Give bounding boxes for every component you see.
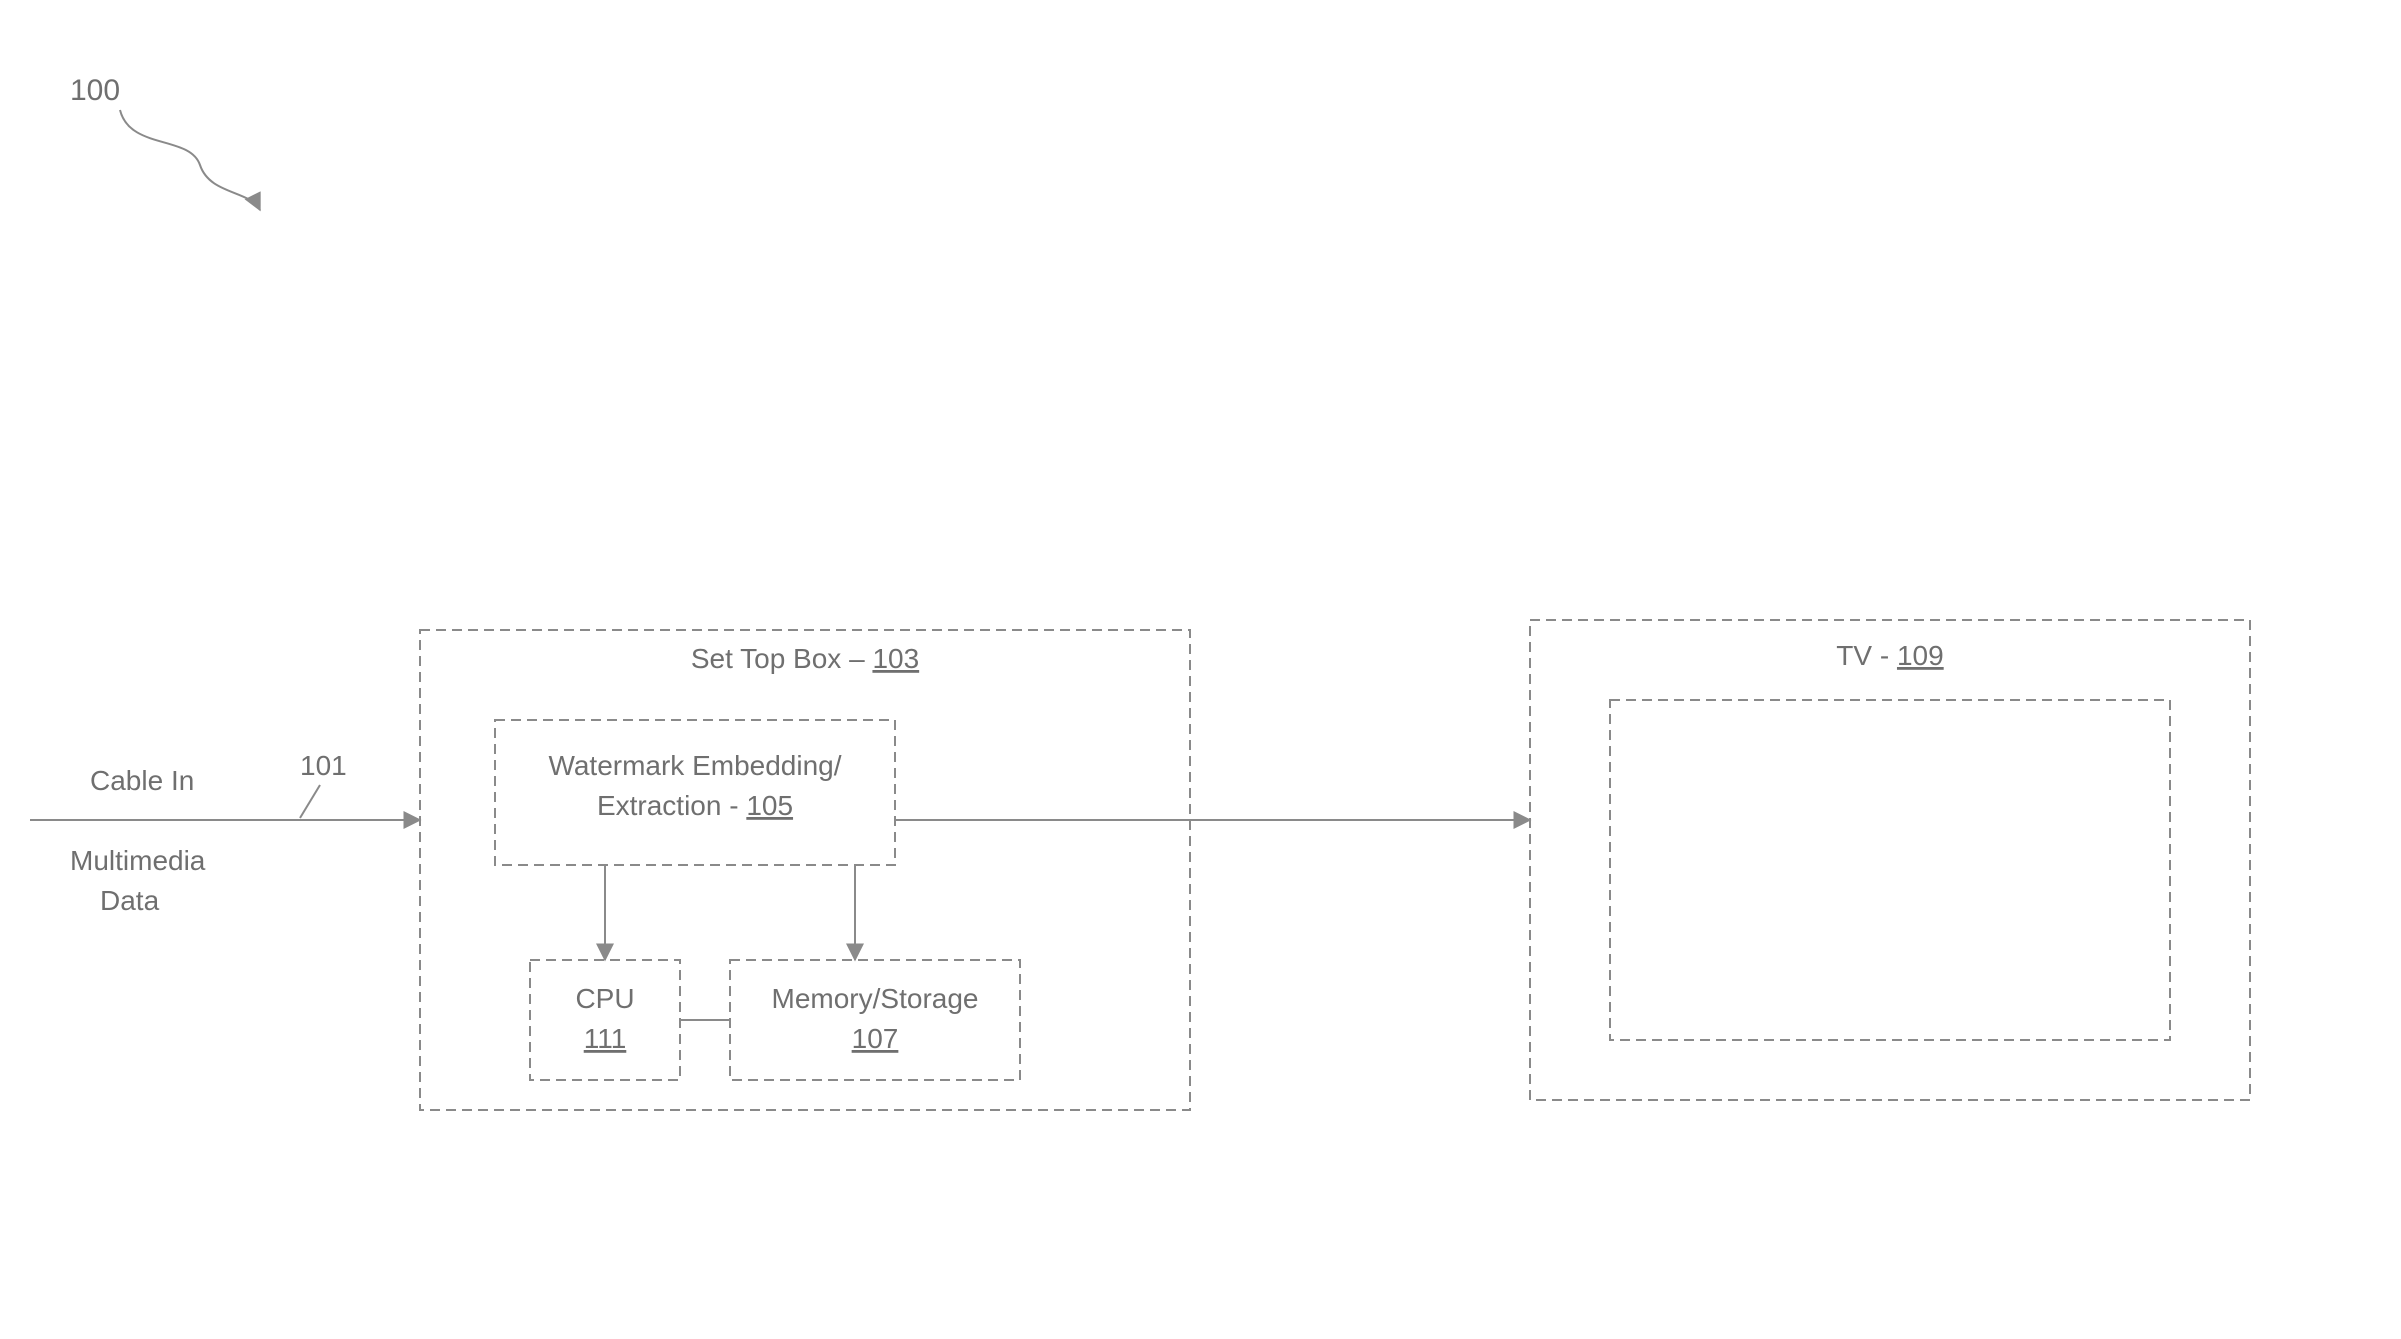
svg-text:CPU: CPU xyxy=(575,983,634,1014)
svg-text:Data: Data xyxy=(100,885,160,916)
svg-text:Memory/Storage: Memory/Storage xyxy=(772,983,979,1014)
svg-text:Cable In: Cable In xyxy=(90,765,194,796)
svg-text:107: 107 xyxy=(852,1023,899,1054)
svg-text:Set Top Box – 103: Set Top Box – 103 xyxy=(691,643,919,674)
svg-text:100: 100 xyxy=(70,74,120,107)
svg-text:111: 111 xyxy=(584,1023,627,1054)
svg-text:Watermark Embedding/: Watermark Embedding/ xyxy=(548,750,841,781)
svg-text:101: 101 xyxy=(300,750,347,781)
svg-text:Multimedia: Multimedia xyxy=(70,845,206,876)
svg-text:Extraction - 105: Extraction - 105 xyxy=(597,790,793,821)
svg-text:TV - 109: TV - 109 xyxy=(1836,640,1943,671)
